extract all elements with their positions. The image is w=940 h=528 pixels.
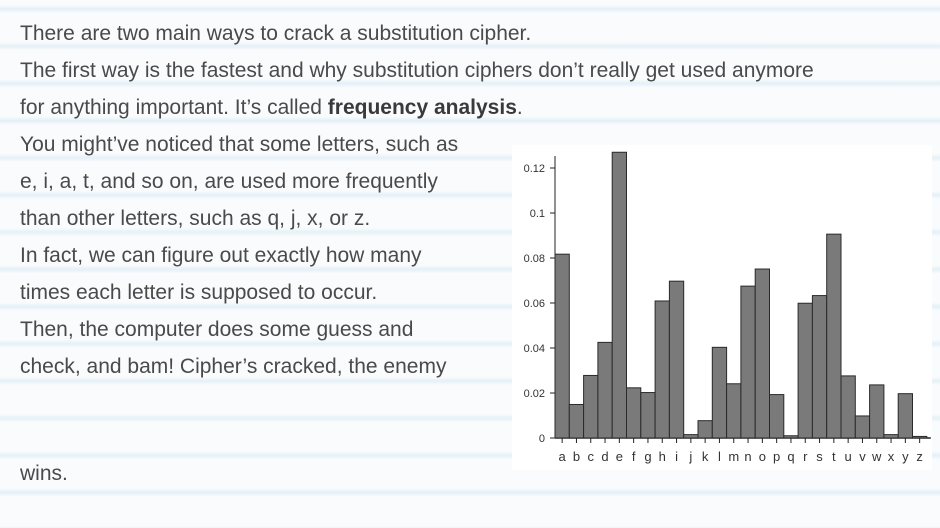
- y-tick-label: 0: [539, 433, 545, 445]
- bar-g: [640, 392, 656, 439]
- bar-m: [726, 383, 742, 439]
- x-tick-label: k: [702, 449, 709, 464]
- bar-s: [811, 295, 828, 439]
- x-tick-label: w: [871, 449, 882, 464]
- bar-v: [854, 415, 871, 439]
- x-tick-label: u: [845, 449, 852, 464]
- x-tick-label: m: [728, 449, 739, 464]
- y-tick-label: 0.06: [524, 298, 545, 310]
- paragraph-line: for anything important. It’s called freq…: [20, 96, 523, 120]
- y-tick-label: 0.12: [524, 163, 545, 175]
- paragraph-line: check, and bam! Cipher’s cracked, the en…: [20, 355, 447, 378]
- paragraph-line: There are two main ways to crack a subst…: [20, 22, 532, 45]
- bold-term: frequency analysis: [327, 96, 517, 119]
- bar-n: [740, 285, 756, 439]
- y-tick-label: 0.04: [524, 343, 545, 355]
- y-tick-label: 0.02: [524, 388, 545, 400]
- x-tick-label: o: [759, 449, 766, 464]
- x-tick-label: l: [718, 449, 721, 464]
- bar-l: [711, 346, 728, 439]
- paragraph-line: Then, the computer does some guess and: [20, 318, 414, 341]
- x-tick-label: j: [688, 449, 692, 464]
- bar-t: [826, 233, 842, 439]
- x-tick-label: x: [888, 449, 895, 464]
- text: for anything important. It’s called: [20, 96, 328, 119]
- bar-x: [883, 434, 899, 439]
- x-tick-label: c: [588, 449, 595, 464]
- x-tick-label: h: [659, 449, 666, 464]
- x-tick-label: d: [601, 449, 608, 464]
- paragraph-line: wins.: [20, 462, 68, 485]
- bar-a: [554, 253, 570, 439]
- x-tick-label: f: [632, 449, 636, 464]
- bar-o: [754, 268, 770, 439]
- x-tick-label: r: [803, 449, 808, 464]
- x-tick-label: s: [816, 449, 823, 464]
- bar-k: [697, 420, 713, 439]
- bar-w: [869, 384, 885, 439]
- y-tick-label: 0.08: [524, 253, 545, 265]
- chart-svg: 0 0.02 0.04 0.06 0.08 0.1 0.12 a b c d e f g h i j k l m n o p…: [524, 151, 931, 464]
- y-tick-label: 0.1: [530, 208, 545, 220]
- x-tick-label: q: [787, 449, 794, 464]
- bar-c: [583, 374, 599, 439]
- bar-b: [568, 403, 585, 439]
- x-tick-label: y: [902, 449, 909, 464]
- letter-frequency-chart: 0 0.02 0.04 0.06 0.08 0.1 0.12 a b c d e f g h i j k l m n o p…: [512, 145, 932, 470]
- x-tick-label: z: [916, 449, 923, 464]
- bar-i: [668, 280, 685, 439]
- paragraph-line: You might’ve noticed that some letters, …: [20, 133, 459, 156]
- bar-j: [683, 434, 699, 439]
- bar-y: [897, 393, 914, 439]
- x-tick-label: b: [573, 449, 580, 464]
- bar-f: [626, 387, 642, 439]
- bar-u: [840, 375, 856, 439]
- bar-z: [912, 435, 928, 439]
- x-tick-label: a: [559, 449, 567, 464]
- text: .: [516, 96, 523, 119]
- bar-r: [797, 302, 813, 439]
- bar-p: [769, 394, 785, 439]
- paragraph-line: than other letters, such as q, j, x, or …: [20, 207, 371, 230]
- x-tick-label: g: [644, 449, 651, 464]
- paragraph-line: The first way is the fastest and why sub…: [20, 59, 814, 82]
- bar-e: [611, 151, 627, 439]
- x-tick-label: t: [832, 449, 836, 464]
- paragraph-line: e, i, a, t, and so on, are used more fre…: [20, 170, 438, 193]
- paragraph-line: In fact, we can figure out exactly how m…: [20, 244, 422, 267]
- paragraph-line: times each letter is supposed to occur.: [20, 281, 378, 304]
- x-tick-label: v: [859, 449, 866, 464]
- bar-h: [654, 300, 670, 439]
- x-tick-label: n: [744, 449, 751, 464]
- x-tick-label: p: [773, 449, 780, 464]
- bar-d: [597, 341, 613, 439]
- x-tick-label: e: [616, 449, 623, 464]
- x-tick-label: i: [675, 449, 678, 464]
- bar-q: [783, 435, 799, 439]
